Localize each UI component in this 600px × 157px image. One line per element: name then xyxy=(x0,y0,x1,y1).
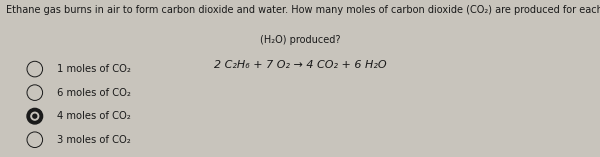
Ellipse shape xyxy=(31,112,39,120)
Text: (H₂O) produced?: (H₂O) produced? xyxy=(260,35,340,45)
Ellipse shape xyxy=(27,108,43,124)
Ellipse shape xyxy=(33,114,37,118)
Text: Ethane gas burns in air to form carbon dioxide and water. How many moles of carb: Ethane gas burns in air to form carbon d… xyxy=(6,5,600,15)
Text: 6 moles of CO₂: 6 moles of CO₂ xyxy=(57,88,131,98)
Text: 2 C₂H₆ + 7 O₂ → 4 CO₂ + 6 H₂O: 2 C₂H₆ + 7 O₂ → 4 CO₂ + 6 H₂O xyxy=(214,60,386,70)
Text: 3 moles of CO₂: 3 moles of CO₂ xyxy=(57,135,131,145)
Text: 1 moles of CO₂: 1 moles of CO₂ xyxy=(57,64,131,74)
Text: 4 moles of CO₂: 4 moles of CO₂ xyxy=(57,111,131,121)
